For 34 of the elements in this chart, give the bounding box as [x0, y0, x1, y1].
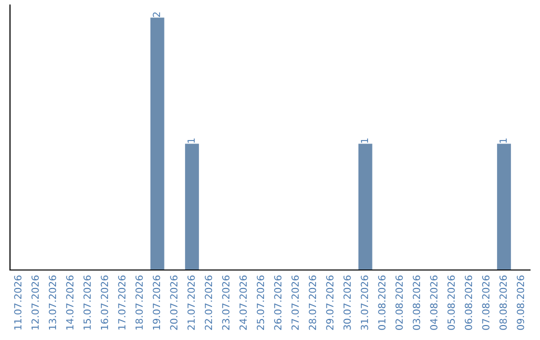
x-tick-label: 21.07.2026 [187, 275, 195, 330]
x-tick-label: 19.07.2026 [152, 275, 160, 330]
x-tick-label: 01.08.2026 [378, 275, 386, 330]
x-tick-label: 18.07.2026 [135, 275, 143, 330]
x-tick-label: 07.08.2026 [482, 275, 490, 330]
data-label: 1 [188, 138, 195, 143]
x-tick-label: 30.07.2026 [343, 275, 351, 330]
x-tick-label: 28.07.2026 [308, 275, 316, 330]
x-tick-label: 29.07.2026 [326, 275, 334, 330]
x-tick-label: 27.07.2026 [291, 275, 299, 330]
x-tick-label: 02.08.2026 [395, 275, 403, 330]
x-tick-label: 13.07.2026 [48, 275, 56, 330]
x-tick-label: 25.07.2026 [256, 275, 264, 330]
x-tick-label: 05.08.2026 [447, 275, 455, 330]
x-tick-label: 09.08.2026 [516, 275, 524, 330]
x-tick-label: 15.07.2026 [83, 275, 91, 330]
data-label: 2 [152, 12, 160, 17]
x-tick-label: 24.07.2026 [239, 275, 247, 330]
x-tick-label: 26.07.2026 [274, 275, 282, 330]
x-tick-label: 06.08.2026 [464, 275, 472, 330]
x-tick-label: 16.07.2026 [100, 275, 108, 330]
x-tick-label: 23.07.2026 [222, 275, 230, 330]
x-tick-label: 03.08.2026 [412, 275, 420, 330]
data-label: 1 [500, 138, 507, 143]
x-tick-label: 04.08.2026 [430, 275, 438, 330]
x-tick-label: 12.07.2026 [31, 275, 39, 330]
x-tick-label: 11.07.2026 [14, 275, 22, 330]
x-tick-label: 17.07.2026 [118, 275, 126, 330]
x-tick-label: 22.07.2026 [204, 275, 212, 330]
x-tick-label: 08.08.2026 [499, 275, 507, 330]
x-tick-label: 20.07.2026 [170, 275, 178, 330]
x-tick-label: 31.07.2026 [360, 275, 368, 330]
data-label: 1 [360, 138, 368, 143]
x-tick-label: 14.07.2026 [66, 275, 74, 330]
